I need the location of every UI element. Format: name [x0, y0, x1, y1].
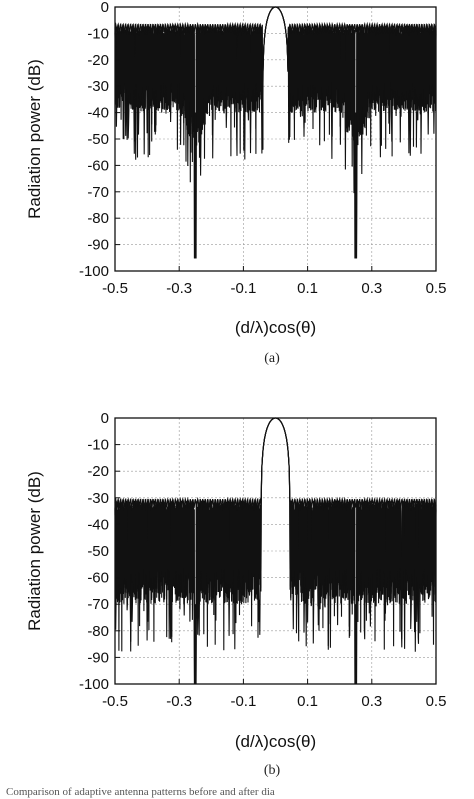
- chart-panel-a: 0 -10 -20 -30 -40 -50 -60 -70 -80 -90 -100-0.5 -0.3…: [25, 0, 446, 337]
- y-tick-label: -70: [87, 596, 109, 613]
- y-tick-label: -30: [87, 78, 109, 95]
- x-tick-label: -0.5: [102, 693, 128, 710]
- y-tick-label: -40: [87, 105, 109, 122]
- y-tick-label: -20: [87, 52, 109, 69]
- y-tick-label: -30: [87, 490, 109, 507]
- x-axis-label: (d/λ)cos(θ): [235, 318, 316, 337]
- y-axis-label: Radiation power (dB): [25, 59, 44, 219]
- y-tick-label: -100: [79, 263, 109, 280]
- y-tick-label: -80: [87, 210, 109, 227]
- x-tick-label: 0.3: [361, 280, 382, 297]
- x-tick-label: 0.3: [361, 693, 382, 710]
- figure-caption: Comparison of adaptive antenna patterns …: [6, 786, 275, 798]
- y-tick-label: -80: [87, 623, 109, 640]
- y-tick-label: -20: [87, 463, 109, 480]
- x-tick-label: -0.5: [102, 280, 128, 297]
- x-tick-label: -0.1: [230, 693, 256, 710]
- panel-label-a: (a): [264, 351, 280, 366]
- x-tick-label: 0.1: [297, 280, 318, 297]
- y-tick-label: -40: [87, 516, 109, 533]
- x-tick-label: -0.3: [166, 280, 192, 297]
- y-tick-label: -50: [87, 131, 109, 148]
- x-tick-label: 0.5: [426, 280, 447, 297]
- x-tick-label: 0.5: [426, 693, 447, 710]
- y-tick-label: 0: [101, 0, 109, 16]
- y-tick-label: -90: [87, 237, 109, 254]
- x-tick-label: -0.1: [230, 280, 256, 297]
- y-tick-label: -60: [87, 570, 109, 587]
- x-tick-label: -0.3: [166, 693, 192, 710]
- chart-panel-b: 0 -10 -20 -30 -40 -50 -60 -70 -80 -90 -100-0.5 -0.3…: [25, 410, 446, 751]
- y-tick-label: -10: [87, 25, 109, 42]
- y-tick-label: -50: [87, 543, 109, 560]
- y-tick-label: -90: [87, 649, 109, 666]
- pattern-envelope: [114, 417, 437, 510]
- y-tick-label: -100: [79, 676, 109, 693]
- beam-pattern-trace: [114, 6, 437, 259]
- y-tick-label: -70: [87, 184, 109, 201]
- panel-label-b: (b): [264, 763, 281, 778]
- y-tick-label: -10: [87, 437, 109, 454]
- y-tick-label: -60: [87, 157, 109, 174]
- y-tick-label: 0: [101, 410, 109, 427]
- y-axis-label: Radiation power (dB): [25, 471, 44, 631]
- x-axis-label: (d/λ)cos(θ): [235, 732, 316, 751]
- x-tick-label: 0.1: [297, 693, 318, 710]
